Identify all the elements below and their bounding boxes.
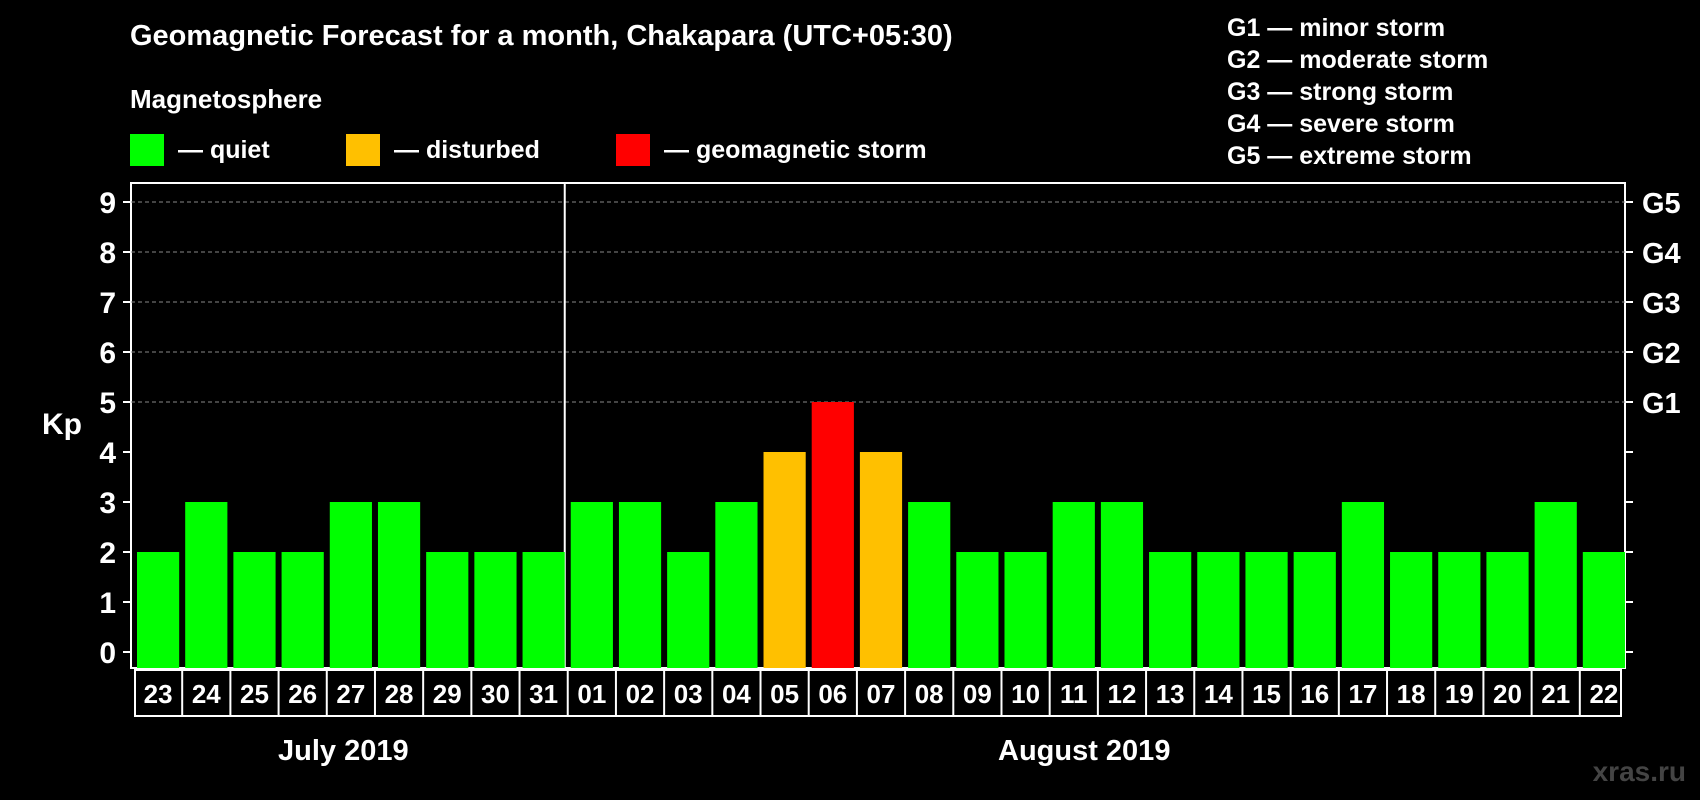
bar-08 <box>908 502 950 668</box>
x-tick-label-24: 24 <box>192 679 221 709</box>
y-tick-label-9: 9 <box>99 187 116 220</box>
g-scale-label-g5: G5 <box>1642 188 1681 220</box>
x-tick-label-12: 12 <box>1108 679 1137 709</box>
x-tick-label-21: 21 <box>1541 679 1570 709</box>
bar-15 <box>1245 552 1287 668</box>
g-scale-label-g1: G1 <box>1642 388 1681 420</box>
bar-23 <box>137 552 179 668</box>
bar-11 <box>1053 502 1095 668</box>
g-scale-label-g4: G4 <box>1642 238 1681 270</box>
bar-28 <box>378 502 420 668</box>
bar-25 <box>233 552 275 668</box>
x-tick-label-09: 09 <box>963 679 992 709</box>
bar-21 <box>1535 502 1577 668</box>
x-tick-label-03: 03 <box>674 679 703 709</box>
x-tick-label-06: 06 <box>818 679 847 709</box>
bar-10 <box>1004 552 1046 668</box>
watermark: xras.ru <box>1593 756 1686 788</box>
x-tick-label-01: 01 <box>577 679 606 709</box>
x-tick-label-29: 29 <box>433 679 462 709</box>
bar-05 <box>764 452 806 668</box>
x-tick-label-05: 05 <box>770 679 799 709</box>
bar-27 <box>330 502 372 668</box>
g-scale-label-g2: G2 <box>1642 338 1681 370</box>
bar-06 <box>812 402 854 668</box>
x-tick-label-11: 11 <box>1060 679 1088 709</box>
x-tick-label-13: 13 <box>1156 679 1185 709</box>
g-scale-label-g3: G3 <box>1642 288 1681 320</box>
x-tick-label-17: 17 <box>1348 679 1377 709</box>
x-tick-label-18: 18 <box>1397 679 1426 709</box>
x-tick-label-19: 19 <box>1445 679 1474 709</box>
y-tick-label-3: 3 <box>99 487 116 520</box>
bar-16 <box>1294 552 1336 668</box>
y-tick-label-4: 4 <box>99 437 116 470</box>
x-tick-label-31: 31 <box>529 679 558 709</box>
bar-14 <box>1197 552 1239 668</box>
bar-31 <box>523 552 565 668</box>
bar-03 <box>667 552 709 668</box>
bar-13 <box>1149 552 1191 668</box>
y-tick-label-8: 8 <box>99 237 116 270</box>
x-tick-label-28: 28 <box>385 679 414 709</box>
x-tick-label-10: 10 <box>1011 679 1040 709</box>
x-tick-label-30: 30 <box>481 679 510 709</box>
bar-01 <box>571 502 613 668</box>
bar-12 <box>1101 502 1143 668</box>
x-tick-label-25: 25 <box>240 679 269 709</box>
x-tick-label-08: 08 <box>915 679 944 709</box>
bar-19 <box>1438 552 1480 668</box>
bar-04 <box>715 502 757 668</box>
y-tick-label-5: 5 <box>99 387 116 420</box>
bar-26 <box>282 552 324 668</box>
month-label-july: July 2019 <box>278 735 409 768</box>
x-tick-label-26: 26 <box>288 679 317 709</box>
y-tick-label-1: 1 <box>99 587 116 620</box>
bar-09 <box>956 552 998 668</box>
y-tick-label-6: 6 <box>99 337 116 370</box>
x-tick-label-20: 20 <box>1493 679 1522 709</box>
bar-30 <box>474 552 516 668</box>
month-label-august: August 2019 <box>998 735 1170 768</box>
x-tick-label-15: 15 <box>1252 679 1281 709</box>
bar-07 <box>860 452 902 668</box>
y-tick-label-2: 2 <box>99 537 116 570</box>
kp-bar-chart: 0123456789G1G2G3G4G523 24 25 26 27 28 29 30 31 01… <box>0 0 1700 800</box>
x-tick-label-23: 23 <box>144 679 173 709</box>
bar-02 <box>619 502 661 668</box>
x-tick-label-22: 22 <box>1589 679 1618 709</box>
x-tick-label-14: 14 <box>1204 679 1233 709</box>
bar-22 <box>1583 552 1625 668</box>
bar-24 <box>185 502 227 668</box>
bar-18 <box>1390 552 1432 668</box>
bar-20 <box>1486 552 1528 668</box>
y-tick-label-7: 7 <box>99 287 116 320</box>
x-tick-label-07: 07 <box>867 679 896 709</box>
bar-17 <box>1342 502 1384 668</box>
x-tick-label-27: 27 <box>336 679 365 709</box>
y-tick-label-0: 0 <box>99 637 116 670</box>
bar-29 <box>426 552 468 668</box>
x-tick-label-02: 02 <box>626 679 655 709</box>
x-tick-label-16: 16 <box>1300 679 1329 709</box>
x-tick-label-04: 04 <box>722 679 751 709</box>
